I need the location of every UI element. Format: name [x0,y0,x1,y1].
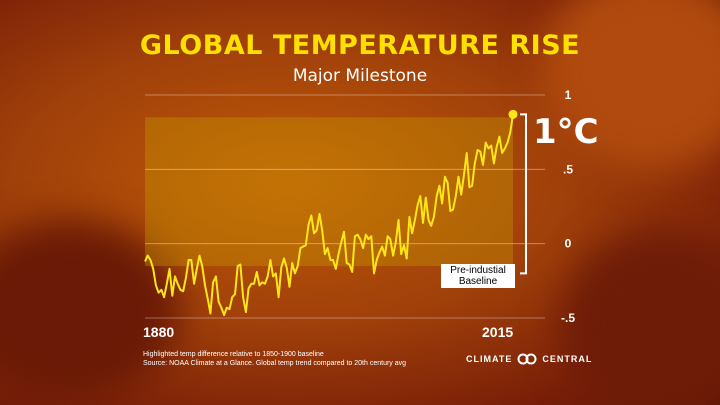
baseline-label: Pre-industial Baseline [441,264,515,288]
series-line [144,114,514,316]
baseline-label-line2: Baseline [458,276,498,287]
chart-title: GLOBAL TEMPERATURE RISE [139,30,581,61]
footnote-line1: Highlighted temp difference relative to … [143,351,324,358]
footnote-line2: Source: NOAA Climate at a Glance. Global… [143,359,407,367]
background-blob [0,220,180,400]
one-degree-annotation: 1°C [533,112,599,152]
background-blob [560,230,720,405]
highlight-band [145,117,513,266]
y-tick-label: 0 [565,237,572,251]
baseline-label-line1: Pre-industial [450,265,506,276]
footnotes: Highlighted temp difference relative to … [143,351,406,368]
y-tick-label: -.5 [561,311,575,325]
climate-central-logo: CLIMATE CENTRAL [466,353,592,365]
bracket [520,113,527,275]
logo-text-left: CLIMATE [466,354,513,364]
logo-rings-icon [517,353,537,365]
y-tick-label: .5 [563,162,573,176]
x-tick-label: 2015 [482,324,513,340]
logo-text-right: CENTRAL [542,354,593,364]
x-tick-label: 1880 [143,324,174,340]
y-tick-label: 1 [565,88,572,102]
chart-subtitle: Major Milestone [292,66,428,86]
endpoint-marker [508,109,518,119]
